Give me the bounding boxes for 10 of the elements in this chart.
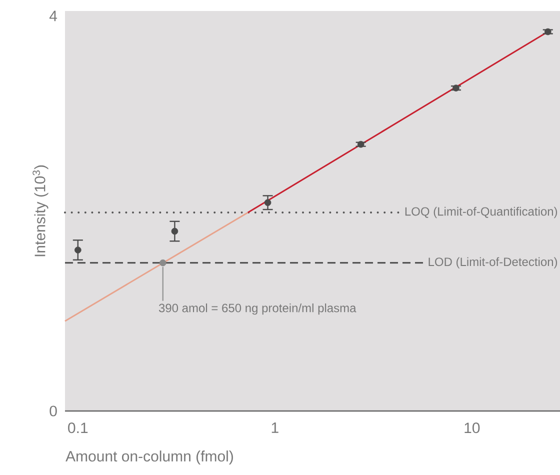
y-tick-label: 0 (50, 406, 57, 416)
ref-line-label: LOQ (Limit-of-Quantification) (405, 206, 558, 218)
annotation: 390 amol = 650 ng protein/ml plasma (158, 303, 356, 315)
x-axis-title: Amount on-column (fmol) (66, 450, 233, 465)
ref-line-label: LOD (Limit-of-Detection) (428, 257, 558, 268)
x-tick-label: 1 (272, 422, 278, 433)
y-axis-title: Intensity (10$^{3}$) (32, 165, 48, 256)
y-tick-label: 4 (49, 10, 58, 22)
x-tick-label: 0.1 (68, 422, 88, 434)
x-tick-label: 10 (464, 422, 480, 434)
